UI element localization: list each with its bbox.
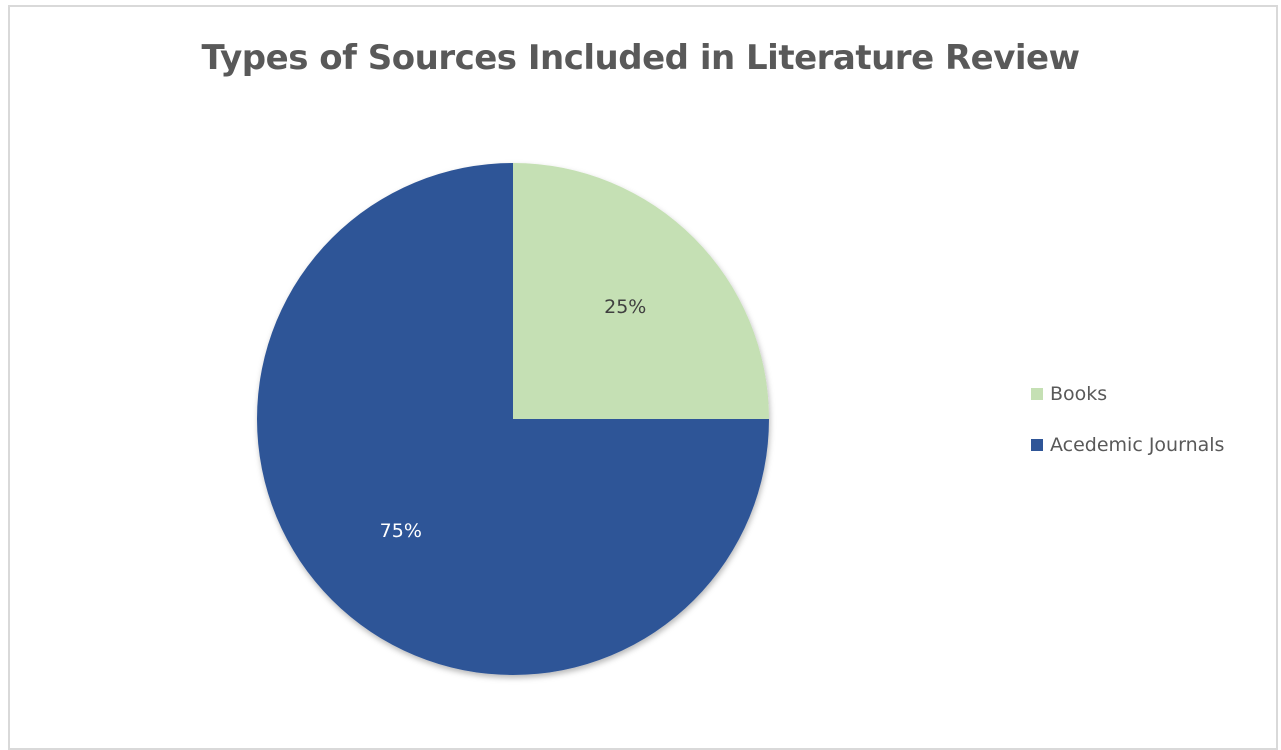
legend-item-academic-journals: Acedemic Journals <box>1031 431 1224 458</box>
pie-slices <box>257 163 769 675</box>
data-label-academic-journals: 75% <box>380 520 422 542</box>
legend-swatch-books <box>1031 387 1043 400</box>
chart-legend: Books Acedemic Journals <box>1031 380 1224 482</box>
data-label-books: 25% <box>604 296 646 318</box>
pie-slice-academic-journals <box>257 163 769 675</box>
legend-label-books: Books <box>1050 382 1108 405</box>
chart-title: Types of Sources Included in Literature … <box>201 38 1080 78</box>
legend-swatch-academic-journals <box>1031 438 1043 451</box>
pie-data-labels: 25% 75% <box>380 296 647 542</box>
legend-label-academic-journals: Acedemic Journals <box>1050 433 1225 456</box>
legend-item-books: Books <box>1031 380 1224 407</box>
pie-slice-books <box>513 163 769 419</box>
